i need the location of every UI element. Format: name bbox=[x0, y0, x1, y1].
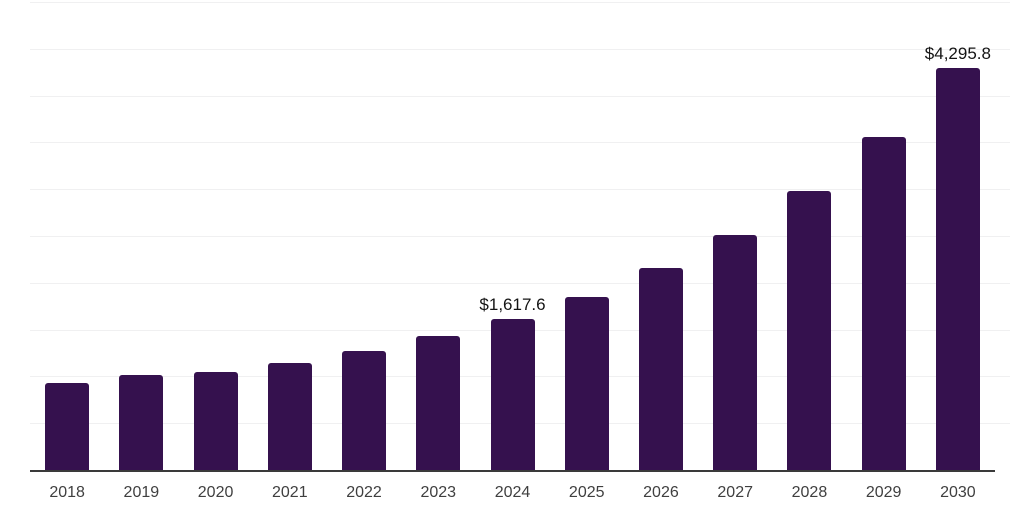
bar-2026 bbox=[638, 267, 683, 470]
bar-2021 bbox=[267, 363, 312, 470]
x-axis-line bbox=[30, 470, 995, 472]
x-tick-label-2023: 2023 bbox=[420, 484, 457, 501]
bar-2020 bbox=[193, 371, 238, 470]
bar-2018 bbox=[45, 382, 90, 470]
x-tick-label-2030: 2030 bbox=[940, 484, 976, 501]
x-tick-label-2019: 2019 bbox=[123, 484, 160, 501]
bar-2023 bbox=[416, 336, 461, 470]
x-tick-label-2028: 2028 bbox=[791, 484, 828, 501]
bar-2022 bbox=[342, 351, 387, 470]
x-tick-label-2022: 2022 bbox=[346, 484, 382, 501]
gridline bbox=[30, 282, 1010, 284]
gridline bbox=[30, 48, 1010, 50]
x-tick-label-2029: 2029 bbox=[865, 484, 902, 501]
bar-2027 bbox=[713, 234, 758, 470]
gridline bbox=[30, 2, 1010, 3]
x-tick-label-2021: 2021 bbox=[272, 484, 308, 501]
x-tick-label-2024: 2024 bbox=[494, 484, 531, 501]
x-tick-label-2027: 2027 bbox=[717, 484, 753, 501]
gridline bbox=[30, 236, 1010, 237]
data-label-2030: $4,295.8 bbox=[924, 43, 991, 63]
x-tick-label-2025: 2025 bbox=[568, 484, 605, 501]
gridline bbox=[30, 189, 1010, 191]
bar-2019 bbox=[119, 374, 164, 470]
bar-2029 bbox=[861, 136, 906, 470]
bar-2024 bbox=[490, 318, 535, 470]
gridline bbox=[30, 142, 1010, 144]
x-tick-label-2020: 2020 bbox=[197, 484, 234, 501]
x-tick-label-2018: 2018 bbox=[49, 484, 85, 501]
bar-2030 bbox=[935, 67, 980, 470]
bar-2028 bbox=[787, 191, 832, 470]
gridline bbox=[30, 95, 1010, 97]
data-label-2024: $1,617.6 bbox=[479, 294, 546, 314]
x-tick-label-2026: 2026 bbox=[643, 484, 679, 501]
bar-2025 bbox=[564, 296, 609, 470]
